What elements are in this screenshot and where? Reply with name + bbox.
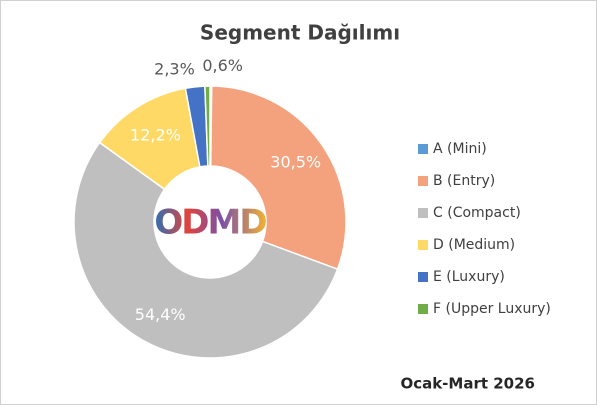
annotation: Ocak-Mart 2026 <box>400 375 535 393</box>
data-label: 30,5% <box>270 153 321 172</box>
data-label: 2,3% <box>154 60 195 79</box>
data-label: 12,2% <box>130 125 181 144</box>
legend-swatch <box>418 176 428 186</box>
donut-slice <box>73 141 339 359</box>
legend-swatch <box>418 272 428 282</box>
donut-slice <box>204 85 211 167</box>
legend-label: F (Upper Luxury) <box>433 301 551 317</box>
legend-swatch <box>418 304 428 314</box>
legend-label: C (Compact) <box>433 205 521 221</box>
chart-title: Segment Dağılımı <box>200 21 400 45</box>
data-label: 0,6% <box>202 56 243 75</box>
donut-slice <box>209 85 347 271</box>
data-label: 54,4% <box>135 305 186 324</box>
legend-swatch <box>418 240 428 250</box>
legend-label: B (Entry) <box>433 173 495 189</box>
logo: ODMD <box>154 203 266 243</box>
legend-label: E (Luxury) <box>433 269 505 285</box>
legend-swatch <box>418 208 428 218</box>
legend-label: A (Mini) <box>433 141 487 157</box>
legend-swatch <box>418 144 428 154</box>
legend-label: D (Medium) <box>433 237 515 253</box>
